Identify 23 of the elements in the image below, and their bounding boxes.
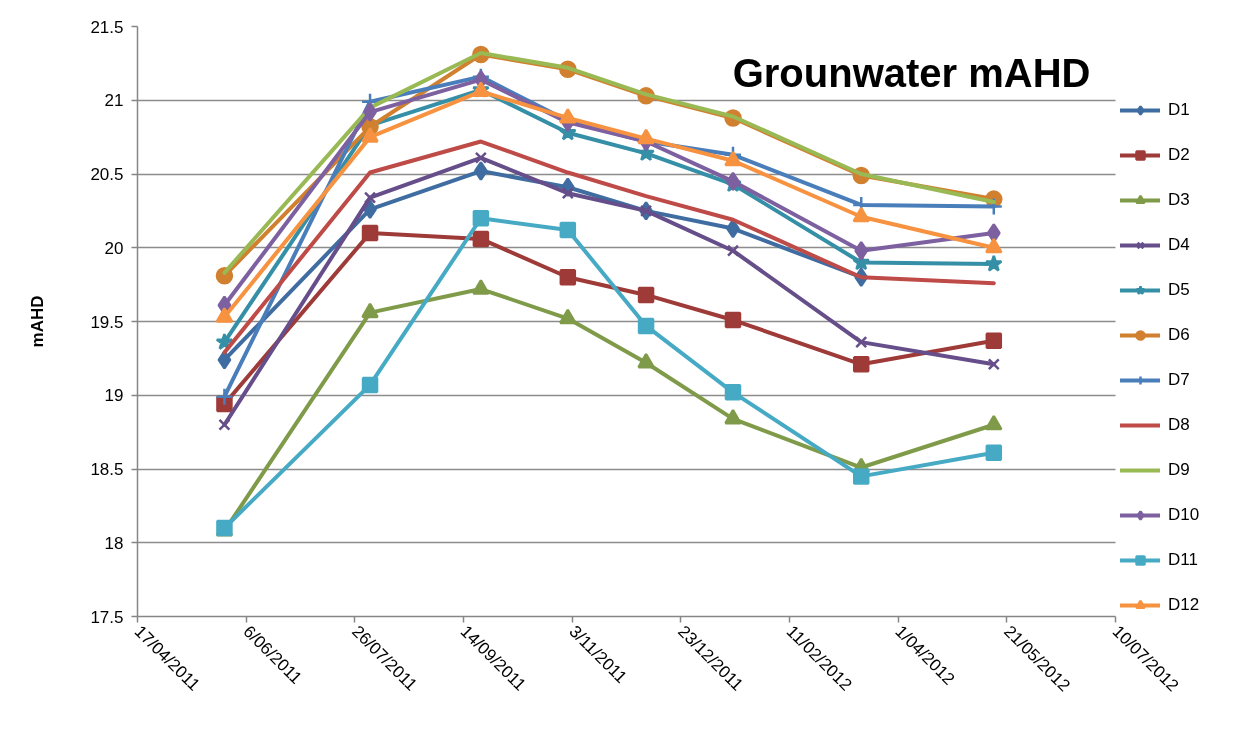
legend-label: D11 (1168, 550, 1198, 570)
y-tick-label: 19.5 (90, 312, 124, 332)
legend-label: D3 (1168, 190, 1190, 210)
y-tick-label: 20.5 (90, 165, 124, 184)
legend-label: D9 (1168, 460, 1190, 480)
y-tick-label: 18.5 (90, 460, 124, 479)
y-tick-label: 21 (104, 91, 124, 111)
y-tick-label: 18 (104, 533, 124, 553)
legend-label: D1 (1168, 100, 1190, 120)
legend-label: D5 (1168, 280, 1190, 300)
y-tick-label: 17.5 (90, 607, 124, 627)
y-axis-title: mAHD (28, 295, 48, 348)
legend-label: D8 (1168, 415, 1190, 435)
legend-label: D10 (1168, 505, 1200, 525)
text: Grounwater mAHD (732, 50, 1091, 95)
legend-label: D2 (1168, 145, 1190, 165)
legend-label: D6 (1168, 325, 1190, 345)
y-tick-label: 19 (104, 386, 124, 406)
y-tick-label: 21.5 (90, 17, 124, 37)
legend-label: D4 (1168, 235, 1190, 255)
y-tick-label: 20 (104, 238, 124, 258)
legend-label: D7 (1168, 370, 1190, 390)
legend-label: D12 (1168, 595, 1200, 615)
